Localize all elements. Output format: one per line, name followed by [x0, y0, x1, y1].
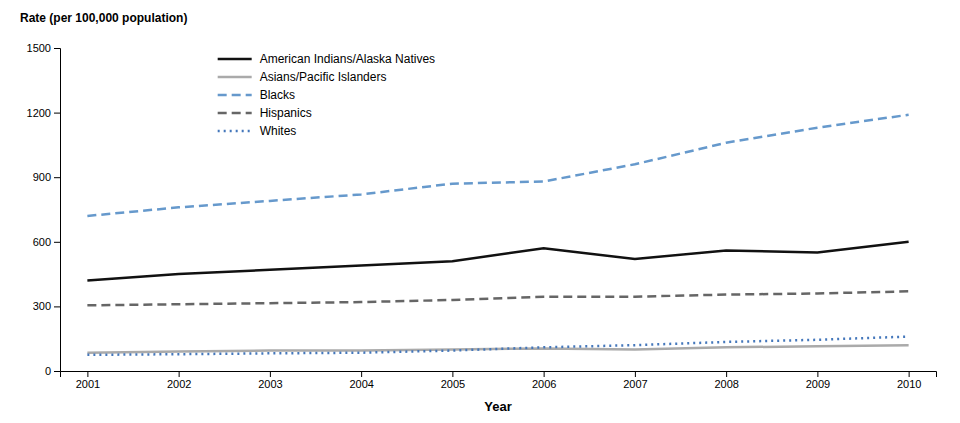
tick-mark — [54, 113, 60, 114]
tick-label: 2004 — [349, 378, 373, 390]
legend: American Indians/Alaska Natives Asians/Pa… — [218, 52, 435, 138]
tick-mark — [54, 371, 60, 372]
chart: 2001 2002 2003 2004 2005 2006 2007 2008 2009 2010… — [0, 0, 960, 423]
tick: 2010 — [897, 371, 921, 390]
legend-item: Hispanics — [218, 106, 312, 120]
legend-item: American Indians/Alaska Natives — [218, 52, 435, 66]
tick-mark — [635, 371, 636, 377]
series-line — [87, 337, 908, 355]
legend-label: Blacks — [260, 88, 295, 102]
tick-label: 2007 — [623, 378, 647, 390]
series-line — [87, 242, 908, 281]
tick: 900 — [33, 171, 60, 183]
tick-label: 2003 — [258, 378, 282, 390]
plot: 2001 2002 2003 2004 2005 2006 2007 2008 2009 2010… — [27, 42, 937, 390]
tick-label: 2009 — [806, 378, 830, 390]
axis-line — [61, 372, 937, 378]
tick: 0 — [45, 365, 60, 377]
tick-mark — [361, 371, 362, 377]
tick: 300 — [33, 300, 60, 312]
tick-label: 2010 — [897, 378, 921, 390]
tick-mark — [544, 371, 545, 377]
tick: 1200 — [27, 107, 60, 119]
legend-swatch — [218, 130, 252, 133]
series-line — [87, 115, 908, 216]
tick-mark — [54, 177, 60, 178]
legend-swatch — [218, 76, 252, 79]
tick-label: 2001 — [76, 378, 100, 390]
legend-label: Whites — [260, 124, 297, 138]
tick-label: 300 — [33, 300, 51, 312]
y-axis: 0 300 600 900 1200 1500 — [27, 42, 61, 377]
legend-label: Hispanics — [260, 106, 312, 120]
tick-mark — [54, 242, 60, 243]
tick: 2003 — [258, 371, 282, 390]
tick-label: 2005 — [441, 378, 465, 390]
tick-label: 2008 — [714, 378, 738, 390]
tick-label: 900 — [33, 171, 51, 183]
legend-label: Asians/Pacific Islanders — [260, 70, 387, 84]
lines — [87, 115, 908, 355]
y-axis-title: Rate (per 100,000 population) — [20, 11, 187, 25]
tick-label: 1200 — [27, 107, 51, 119]
tick-label: 2002 — [167, 378, 191, 390]
tick-label: 0 — [45, 365, 51, 377]
tick-mark — [909, 371, 910, 377]
legend-item: Blacks — [218, 88, 295, 102]
tick-mark — [452, 371, 453, 377]
legend-swatch — [218, 58, 252, 61]
tick-mark — [54, 48, 60, 49]
x-axis: 2001 2002 2003 2004 2005 2006 2007 2008 2009 2010 — [61, 371, 937, 390]
legend-swatch — [218, 112, 252, 115]
tick-mark — [54, 306, 60, 307]
tick-mark — [270, 371, 271, 377]
tick-mark — [726, 371, 727, 377]
tick-label: 1500 — [27, 42, 51, 54]
legend-label: American Indians/Alaska Natives — [260, 52, 435, 66]
legend-swatch — [218, 94, 252, 97]
tick: 1500 — [27, 42, 60, 54]
legend-item: Asians/Pacific Islanders — [218, 70, 387, 84]
tick: 2009 — [806, 371, 830, 390]
series-line — [87, 291, 908, 305]
tick: 2002 — [167, 371, 191, 390]
tick-mark — [817, 371, 818, 377]
tick: 2004 — [349, 371, 373, 390]
series-line — [87, 345, 908, 353]
tick-label: 2006 — [532, 378, 556, 390]
tick: 600 — [33, 236, 60, 248]
tick-mark — [179, 371, 180, 377]
tick: 2007 — [623, 371, 647, 390]
tick: 2008 — [714, 371, 738, 390]
tick-mark — [87, 371, 88, 377]
tick: 2001 — [76, 371, 100, 390]
tick-label: 600 — [33, 236, 51, 248]
x-axis-title: Year — [484, 399, 511, 414]
axis-line — [54, 49, 61, 372]
tick: 2005 — [441, 371, 465, 390]
legend-item: Whites — [218, 124, 297, 138]
tick: 2006 — [532, 371, 556, 390]
